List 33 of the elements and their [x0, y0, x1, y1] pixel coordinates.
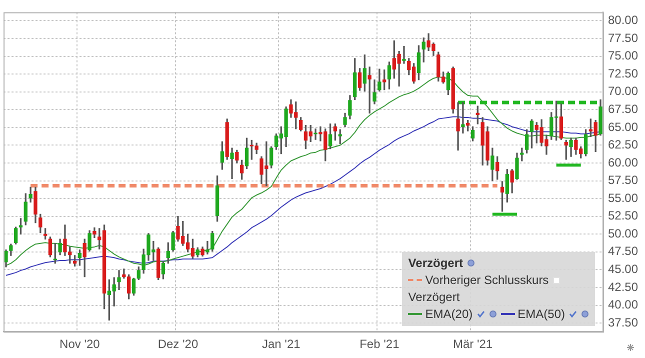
y-tick-label: 52.50 [608, 208, 638, 223]
x-tick-label: Dez '20 [158, 337, 198, 352]
legend-label: EMA(50) [518, 306, 565, 323]
candlestick [402, 46, 406, 64]
y-tick-label: 37.50 [608, 315, 638, 330]
y-tick-label: 77.50 [608, 30, 638, 45]
y-tick-label: 57.50 [608, 173, 638, 188]
annotation: Verzögert [408, 288, 461, 306]
x-tick-label: Mär '21 [452, 337, 493, 352]
y-tick-label: 70.00 [608, 84, 638, 98]
x-tick-label: Nov '20 [60, 337, 100, 352]
x-tick-label: Feb '21 [360, 337, 400, 352]
y-tick-label: 47.50 [608, 244, 638, 258]
x-tick-label: Jan '21 [262, 337, 301, 352]
y-tick-label: 72.50 [608, 66, 638, 80]
legend-label: Vorheriger Schlusskurs [425, 272, 549, 289]
candlestick [230, 148, 234, 179]
y-tick-label: 75.00 [608, 48, 638, 63]
y-tick-label: 45.00 [608, 262, 638, 276]
candlestick [117, 270, 121, 290]
y-tick-label: 60.00 [608, 155, 638, 170]
legend-title: Verzögert [408, 254, 463, 272]
y-tick-label: 67.50 [608, 102, 638, 116]
y-tick-label: 55.00 [608, 190, 638, 205]
candlestick [461, 102, 465, 134]
y-tick-label: 40.00 [608, 298, 638, 312]
y-tick-label: 65.00 [608, 120, 638, 134]
candlestick [206, 240, 210, 254]
y-tick-label: 50.00 [608, 226, 638, 240]
y-tick-label: 62.50 [608, 138, 638, 152]
y-tick-label: 80.00 [608, 13, 638, 28]
y-tick-label: 42.50 [608, 280, 638, 294]
legend-label: EMA(20) [425, 306, 473, 323]
